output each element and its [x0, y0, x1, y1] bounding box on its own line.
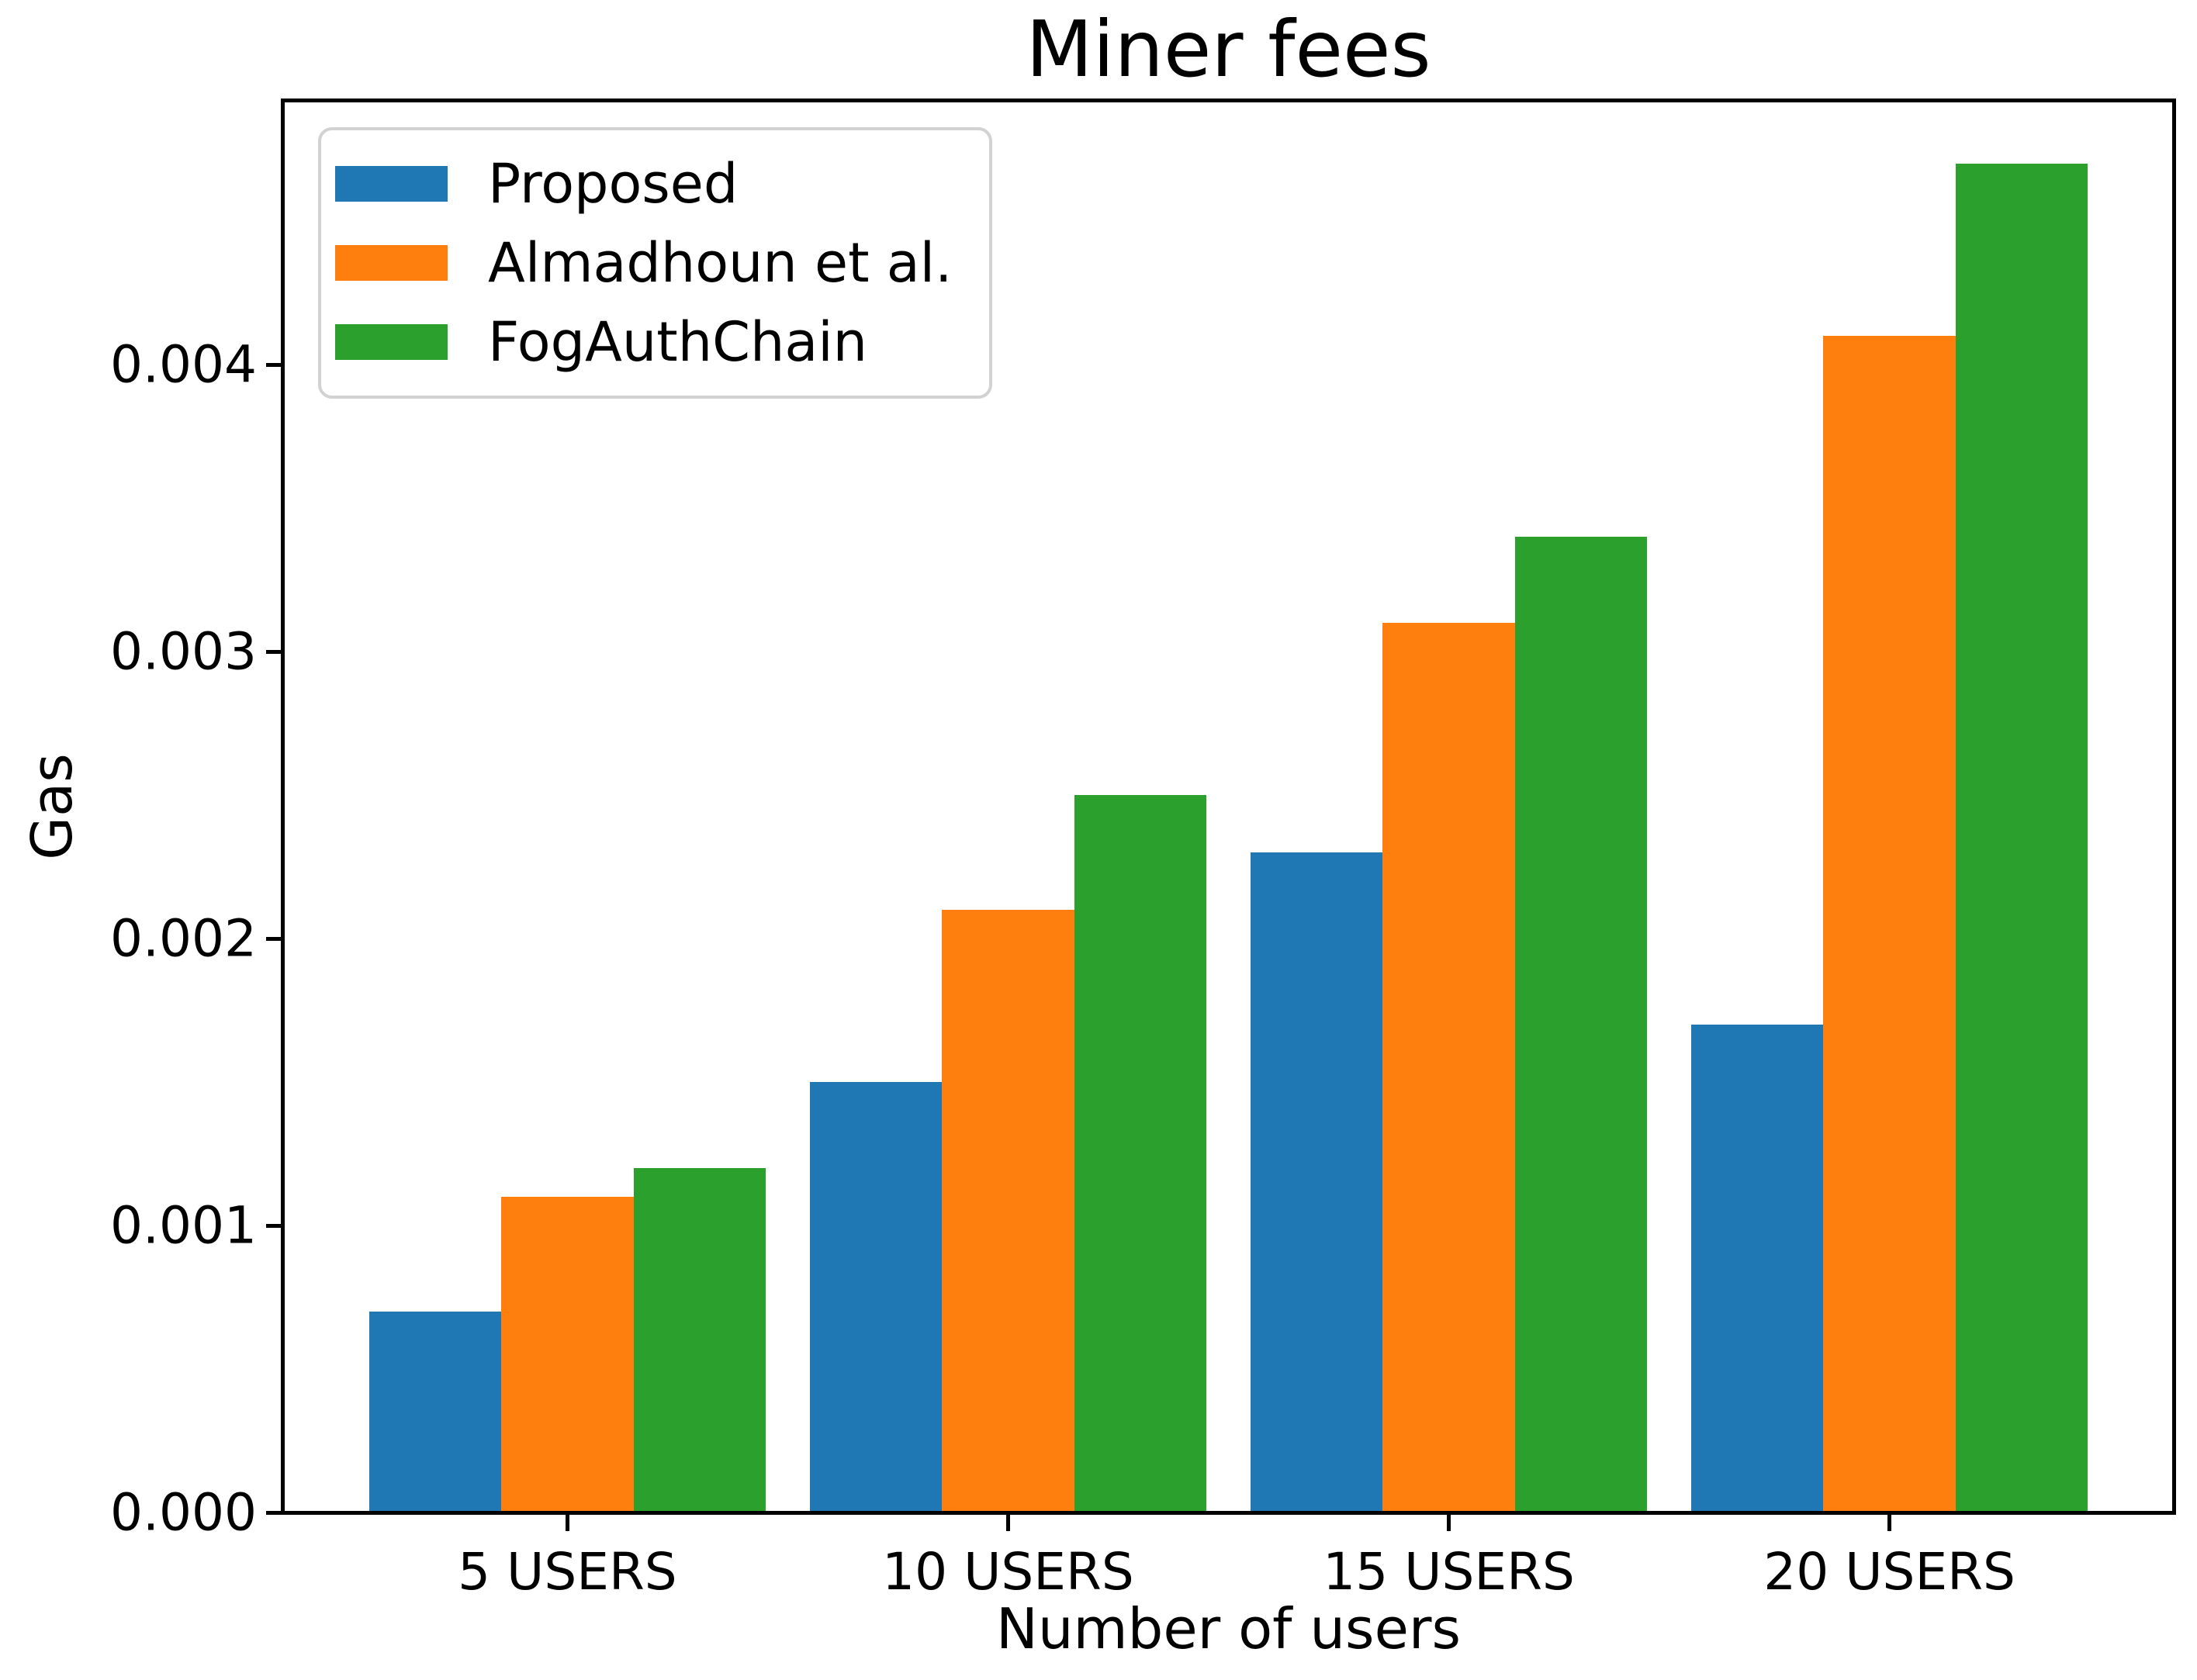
x-tick-label: 20 USERS — [1763, 1542, 2015, 1602]
y-tick-label: 0.004 — [110, 334, 257, 395]
x-axis-label: Number of users — [996, 1596, 1461, 1661]
legend-swatch-icon — [335, 324, 448, 360]
x-tick-label: 15 USERS — [1323, 1542, 1575, 1602]
y-tick-mark — [266, 649, 283, 654]
bar-fogauthchain-5-users — [633, 1168, 766, 1512]
bar-proposed-20-users — [1690, 1025, 1824, 1512]
legend-label: Almadhoun et al. — [488, 231, 953, 295]
bar-fogauthchain-20-users — [1955, 164, 2088, 1512]
bar-fogauthchain-15-users — [1514, 537, 1648, 1512]
legend-item: FogAuthChain — [335, 302, 952, 382]
y-tick-mark — [266, 1510, 283, 1515]
x-tick-mark — [1005, 1514, 1010, 1531]
bar-fogauthchain-10-users — [1074, 795, 1207, 1512]
y-tick-label: 0.001 — [110, 1195, 257, 1256]
bar-proposed-15-users — [1250, 852, 1383, 1512]
x-tick-mark — [1447, 1514, 1451, 1531]
bar-almadhoun-et-al-10-users — [942, 910, 1074, 1512]
x-tick-label: 5 USERS — [458, 1542, 677, 1602]
y-tick-label: 0.000 — [110, 1482, 257, 1543]
x-tick-mark — [565, 1514, 569, 1531]
y-axis-label: Gas — [19, 753, 85, 860]
y-tick-mark — [266, 362, 283, 367]
x-tick-label: 10 USERS — [882, 1542, 1134, 1602]
y-tick-label: 0.002 — [110, 908, 257, 969]
legend-item: Proposed — [335, 144, 952, 223]
legend-label: Proposed — [488, 152, 739, 216]
bar-proposed-10-users — [809, 1082, 943, 1512]
bar-almadhoun-et-al-20-users — [1823, 336, 1956, 1512]
x-tick-mark — [1887, 1514, 1892, 1531]
y-tick-mark — [266, 1223, 283, 1228]
legend-swatch-icon — [335, 166, 448, 202]
bar-almadhoun-et-al-5-users — [501, 1197, 634, 1512]
bar-almadhoun-et-al-15-users — [1382, 623, 1515, 1512]
chart-title: Miner fees — [1026, 4, 1431, 95]
y-tick-mark — [266, 936, 283, 941]
legend-swatch-icon — [335, 245, 448, 281]
legend-item: Almadhoun et al. — [335, 223, 952, 302]
legend: Proposed Almadhoun et al. FogAuthChain — [318, 127, 993, 399]
bar-proposed-5-users — [368, 1312, 502, 1512]
y-tick-label: 0.003 — [110, 621, 257, 682]
legend-label: FogAuthChain — [488, 310, 868, 374]
